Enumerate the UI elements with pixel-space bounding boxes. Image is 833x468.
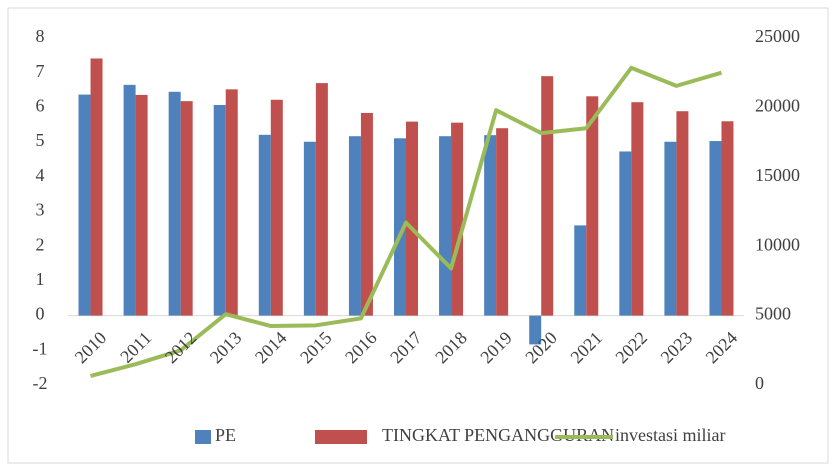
y-tick-label: 4 [36, 165, 45, 185]
bar [439, 136, 452, 316]
bar [78, 94, 91, 316]
y-tick-label: 7 [36, 61, 45, 81]
y2-tick-label: 10000 [755, 234, 800, 254]
bar [676, 111, 689, 316]
y2-tick-label: 25000 [755, 26, 800, 46]
x-tick-label: 2012 [161, 328, 201, 368]
bar [484, 135, 497, 316]
bar [541, 76, 554, 316]
legend-label: PE [215, 425, 236, 445]
bar [619, 151, 632, 316]
y-tick-label: 3 [36, 200, 45, 220]
bar [709, 141, 722, 316]
y-tick-label: 5 [36, 130, 45, 150]
bar [631, 102, 644, 316]
bar [360, 112, 373, 316]
y2-tick-label: 5000 [755, 304, 791, 324]
bar [303, 141, 316, 316]
bar [406, 121, 418, 316]
y2-tick-label: 20000 [755, 96, 800, 116]
bar [168, 91, 181, 316]
x-tick-label: 2017 [386, 328, 426, 368]
bar [586, 96, 599, 316]
bar [180, 101, 193, 316]
y2-tick-label: 0 [755, 373, 764, 393]
x-tick-label: 2020 [521, 328, 561, 368]
line-series [90, 65, 723, 378]
x-tick-label: 2016 [341, 328, 381, 368]
chart-frame [7, 7, 829, 464]
y-tick-label: 8 [36, 26, 45, 46]
bar [496, 128, 509, 316]
bar [664, 141, 677, 316]
y-tick-label: 2 [36, 234, 45, 254]
x-tick-label: 2019 [476, 328, 516, 368]
y-tick-label: -1 [33, 338, 48, 358]
bar [451, 122, 464, 316]
bar [315, 83, 328, 316]
bar [213, 104, 226, 316]
x-tick-label: 2014 [251, 328, 291, 368]
bar [225, 89, 238, 316]
bar [123, 84, 136, 316]
bar [574, 225, 587, 316]
legend-label: investasi miliar [615, 425, 725, 445]
x-tick-label: 2018 [431, 328, 471, 368]
bar [529, 315, 542, 345]
bar [721, 121, 734, 316]
x-tick-label: 2024 [702, 328, 742, 368]
y-tick-label: 0 [36, 304, 45, 324]
bar [270, 99, 283, 316]
x-tick-label: 2023 [657, 328, 697, 368]
x-tick-label: 2022 [611, 328, 651, 368]
bar [394, 138, 406, 316]
x-tick-label: 2021 [566, 328, 606, 368]
legend-label: TINGKAT PENGANGGURAN [382, 425, 614, 445]
legend-swatch [195, 430, 211, 444]
bar [258, 134, 271, 316]
y2-tick-label: 15000 [755, 165, 800, 185]
y-tick-label: 6 [36, 96, 45, 116]
bar [135, 94, 148, 316]
y-tick-label: -2 [33, 373, 48, 393]
legend-swatch [315, 430, 367, 444]
x-tick-label: 2015 [296, 328, 336, 368]
bar [90, 58, 103, 316]
x-tick-label: 2010 [71, 328, 111, 368]
bar [348, 136, 361, 316]
x-tick-label: 2013 [206, 328, 246, 368]
y-tick-label: 1 [36, 269, 45, 289]
